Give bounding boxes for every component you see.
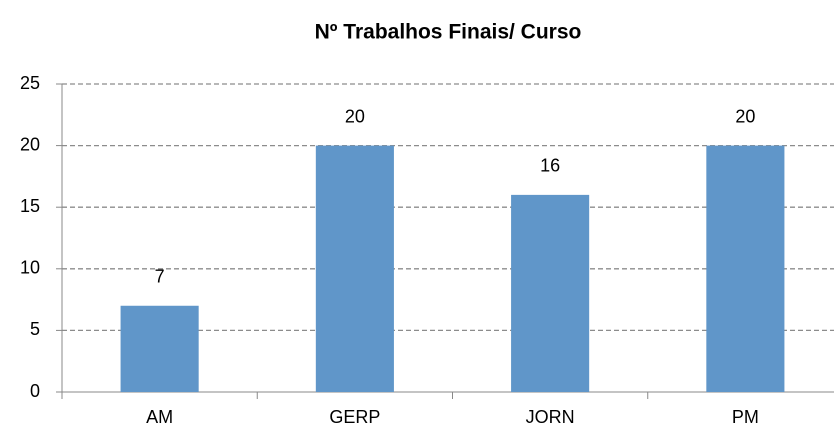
data-label: 20 xyxy=(345,106,365,126)
x-tick-label: PM xyxy=(732,407,759,427)
y-tick-label: 0 xyxy=(30,381,40,401)
bar xyxy=(315,145,394,392)
x-tick-label: JORN xyxy=(526,407,575,427)
data-label: 16 xyxy=(540,156,560,176)
x-tick-label: GERP xyxy=(329,407,380,427)
x-tick-label: AM xyxy=(146,407,173,427)
chart-title: Nº Trabalhos Finais/ Curso xyxy=(315,21,582,44)
data-label: 20 xyxy=(735,106,755,126)
bar xyxy=(706,145,785,392)
bar xyxy=(120,305,199,392)
y-tick-label: 25 xyxy=(20,73,40,93)
y-tick-label: 20 xyxy=(20,134,40,154)
y-tick-label: 15 xyxy=(20,196,40,216)
y-tick-label: 5 xyxy=(30,319,40,339)
bar xyxy=(511,194,590,392)
y-tick-label: 10 xyxy=(20,258,40,278)
data-label: 7 xyxy=(155,267,165,287)
